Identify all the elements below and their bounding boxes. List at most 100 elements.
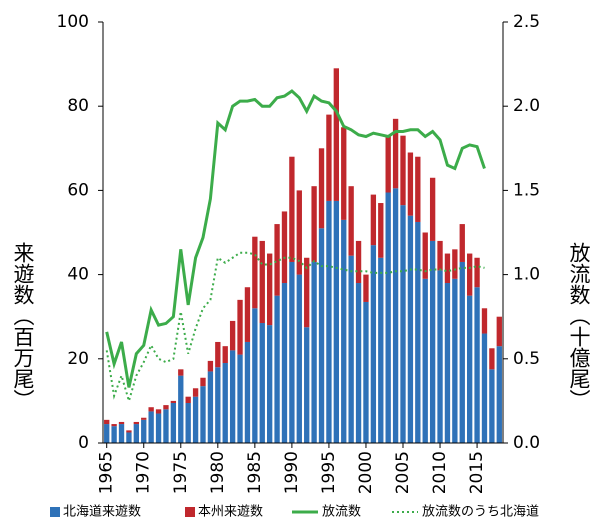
y-tick-label: 40 — [67, 265, 89, 285]
x-tick-label: 1980 — [208, 451, 228, 494]
bar-segment — [467, 295, 473, 443]
line-series — [105, 251, 485, 405]
bar-segment — [237, 354, 243, 443]
x-tick-label: 2005 — [393, 451, 413, 494]
bar-segment — [104, 424, 110, 443]
bar-segment — [185, 403, 191, 443]
bar-segment — [296, 274, 302, 443]
bar-segment — [363, 274, 369, 302]
bar-segment — [474, 287, 480, 443]
bar-segment — [148, 407, 154, 412]
y-tick-label: 20 — [67, 349, 89, 369]
legend-swatch — [50, 507, 60, 517]
bar-segment — [481, 308, 488, 334]
bar-segment — [163, 405, 169, 410]
bar-segment — [163, 409, 169, 443]
bar-segment — [289, 261, 295, 443]
bar-segment — [326, 114, 332, 201]
y-tick-label: 80 — [67, 96, 89, 116]
bar-segment — [192, 396, 199, 443]
bar-segment — [244, 287, 251, 342]
bar-segment — [207, 371, 214, 443]
bar-segment — [222, 363, 228, 443]
bar-segment — [141, 419, 147, 443]
bar-segment — [155, 409, 162, 414]
y-tick-label: 100 — [57, 12, 89, 32]
bar-segment — [274, 295, 280, 443]
bar-segment — [281, 211, 288, 284]
legend-swatch — [185, 507, 195, 517]
bar-segment — [200, 386, 206, 443]
bar-segment — [355, 240, 362, 284]
legend-label: 本州来遊数 — [198, 505, 263, 520]
bar-segment — [459, 224, 465, 262]
bar-segment — [318, 228, 325, 443]
bar-segment — [385, 192, 391, 443]
bar-segment — [133, 421, 139, 425]
bar-segment — [296, 190, 302, 275]
bar-segment — [267, 253, 273, 326]
bar-segment — [400, 135, 406, 206]
bar-segment — [363, 301, 369, 443]
bar-segment — [429, 240, 436, 443]
line-series — [105, 89, 486, 388]
bar-segment — [281, 283, 288, 443]
bar-segment — [311, 261, 317, 443]
bar-segment — [311, 186, 317, 262]
bar-segment — [370, 245, 377, 443]
bar-segment — [170, 403, 177, 443]
bar-segment — [304, 327, 310, 443]
bar-segment — [392, 118, 399, 189]
bar-segment — [407, 152, 414, 216]
bar-segment — [170, 400, 177, 404]
bar-segment — [259, 323, 265, 443]
bar-segment — [237, 299, 243, 355]
x-tick-label: 2010 — [430, 451, 450, 494]
bar-segment — [407, 215, 414, 443]
bar-segment — [452, 278, 458, 443]
bar-segment — [252, 236, 258, 309]
bar-segment — [111, 424, 117, 427]
bar-segment — [400, 205, 406, 443]
bar-segment — [318, 148, 325, 229]
y2-tick-label: 2.5 — [513, 12, 540, 32]
x-tick-label: 1985 — [245, 451, 265, 494]
bar-segment — [467, 253, 473, 296]
bar-segment — [437, 240, 443, 271]
x-tick-label: 1965 — [97, 451, 117, 494]
bar-segment — [422, 232, 428, 279]
bar-segment — [118, 421, 125, 425]
bar-segment — [437, 270, 443, 443]
bar-segment — [496, 316, 502, 347]
y2-tick-label: 0.5 — [513, 349, 540, 369]
bar-segment — [259, 240, 265, 324]
bar-segment — [341, 219, 347, 443]
bar-segment — [141, 417, 147, 420]
bar-segment — [111, 426, 117, 443]
bar-segment — [104, 419, 110, 425]
bar-segment — [444, 253, 451, 284]
bar-segment — [415, 221, 421, 443]
legend-label: 放流数のうち北海道 — [422, 505, 539, 520]
bar-segment — [326, 200, 332, 443]
legend-label: 放流数 — [322, 505, 361, 520]
y-tick-label: 0 — [78, 433, 89, 453]
bar-segment — [185, 396, 191, 404]
x-tick-label: 1990 — [282, 451, 302, 494]
bar-segment — [378, 203, 384, 258]
bar-segment — [415, 156, 421, 222]
bar-segment — [474, 257, 480, 288]
y-tick-label: 60 — [67, 180, 89, 200]
x-tick-label: 1995 — [319, 451, 339, 494]
y2-tick-label: 1.0 — [513, 265, 540, 285]
y-axis-title: 来遊数（百万尾） — [11, 242, 35, 410]
bar-segment — [192, 388, 199, 397]
bar-segment — [355, 283, 362, 443]
bar-segment — [348, 186, 354, 256]
bar-segment — [244, 341, 251, 443]
bar-segment — [267, 325, 273, 443]
bar-segment — [304, 257, 310, 328]
bar-segment — [178, 369, 184, 376]
legend-label: 北海道来遊数 — [63, 505, 141, 520]
